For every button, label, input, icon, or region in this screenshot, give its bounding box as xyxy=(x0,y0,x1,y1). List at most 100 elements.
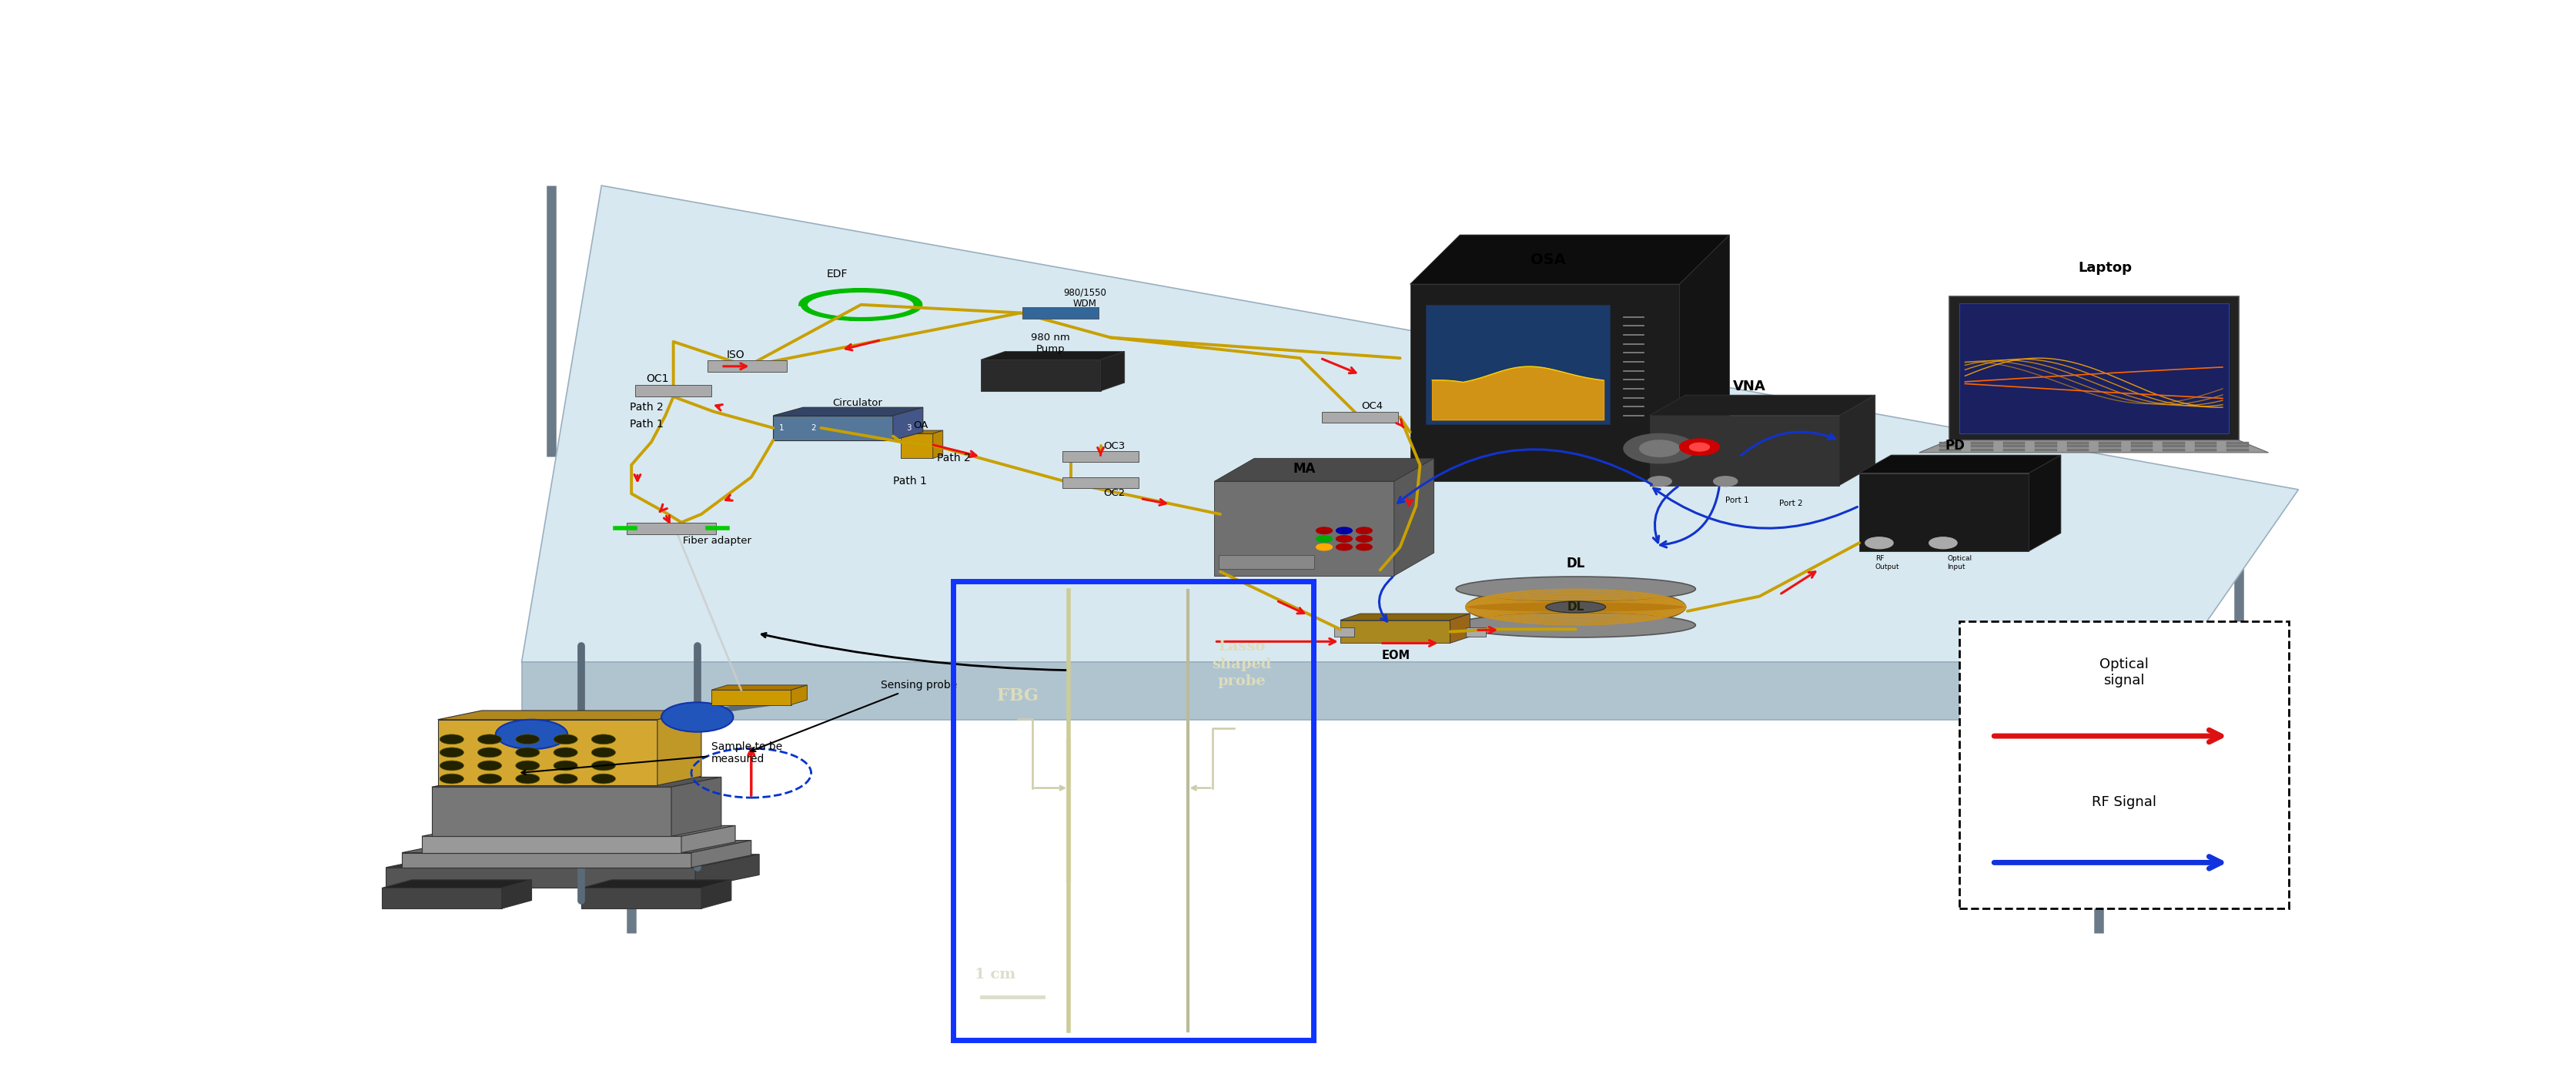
Circle shape xyxy=(1865,537,1893,548)
Polygon shape xyxy=(386,867,696,888)
Circle shape xyxy=(592,761,616,770)
Text: Fiber adapter: Fiber adapter xyxy=(683,536,752,545)
Polygon shape xyxy=(1334,627,1355,636)
Circle shape xyxy=(1649,476,1672,487)
Text: MA: MA xyxy=(1293,462,1316,476)
Polygon shape xyxy=(1860,473,2030,552)
Text: ISO: ISO xyxy=(726,349,744,361)
Circle shape xyxy=(1680,439,1721,456)
Polygon shape xyxy=(2164,445,2184,448)
Polygon shape xyxy=(701,880,732,909)
Circle shape xyxy=(1690,443,1710,451)
Circle shape xyxy=(1355,544,1373,551)
Polygon shape xyxy=(2099,445,2120,448)
Polygon shape xyxy=(1860,455,2061,473)
Text: 3: 3 xyxy=(907,424,912,432)
Polygon shape xyxy=(1971,442,1994,444)
Polygon shape xyxy=(2164,442,2184,444)
Polygon shape xyxy=(2130,442,2154,444)
Polygon shape xyxy=(1450,614,1471,643)
Polygon shape xyxy=(2066,445,2089,448)
Polygon shape xyxy=(2004,445,2025,448)
Circle shape xyxy=(515,774,538,783)
Circle shape xyxy=(592,748,616,758)
Polygon shape xyxy=(582,880,732,888)
Circle shape xyxy=(592,734,616,745)
Polygon shape xyxy=(657,711,701,785)
Polygon shape xyxy=(520,662,2179,719)
Circle shape xyxy=(554,774,577,783)
Text: OA: OA xyxy=(914,420,927,430)
Text: DL: DL xyxy=(1566,557,1584,571)
Circle shape xyxy=(440,734,464,745)
Polygon shape xyxy=(1213,459,1435,481)
Polygon shape xyxy=(1340,620,1450,643)
Text: 1: 1 xyxy=(778,424,783,432)
Text: Laptop: Laptop xyxy=(2079,260,2133,274)
Circle shape xyxy=(515,734,538,745)
Polygon shape xyxy=(438,719,657,785)
Polygon shape xyxy=(1940,448,1960,451)
Polygon shape xyxy=(2004,442,2025,444)
Text: 2: 2 xyxy=(811,424,817,432)
Polygon shape xyxy=(2226,442,2249,444)
Ellipse shape xyxy=(1466,587,1685,626)
Polygon shape xyxy=(773,408,922,415)
Polygon shape xyxy=(1940,442,1960,444)
Polygon shape xyxy=(1680,235,1728,481)
Text: Optical
Input: Optical Input xyxy=(1947,555,1971,570)
Polygon shape xyxy=(2030,455,2061,552)
Text: Path 1: Path 1 xyxy=(894,476,927,487)
Circle shape xyxy=(1929,537,1958,548)
Polygon shape xyxy=(1919,441,2269,452)
Polygon shape xyxy=(422,837,680,853)
Polygon shape xyxy=(696,855,760,888)
Circle shape xyxy=(1316,544,1332,551)
Polygon shape xyxy=(1427,305,1610,424)
Polygon shape xyxy=(672,777,721,837)
Polygon shape xyxy=(1971,448,1994,451)
Polygon shape xyxy=(2226,445,2249,448)
Polygon shape xyxy=(2195,448,2215,451)
Polygon shape xyxy=(582,888,701,909)
Polygon shape xyxy=(502,880,531,909)
Polygon shape xyxy=(2130,448,2154,451)
Circle shape xyxy=(440,748,464,758)
Circle shape xyxy=(477,748,502,758)
Polygon shape xyxy=(433,787,672,837)
Circle shape xyxy=(495,719,567,749)
Text: RF
Output: RF Output xyxy=(1875,555,1899,570)
Text: Sample to be
measured: Sample to be measured xyxy=(520,742,783,775)
Circle shape xyxy=(1623,433,1695,463)
Ellipse shape xyxy=(1546,602,1605,612)
Polygon shape xyxy=(981,360,1100,391)
Text: OC1: OC1 xyxy=(647,373,670,384)
Polygon shape xyxy=(2195,442,2215,444)
Polygon shape xyxy=(1940,445,1960,448)
Polygon shape xyxy=(381,880,531,888)
Polygon shape xyxy=(520,186,2298,662)
Text: Path 1: Path 1 xyxy=(629,418,662,429)
Circle shape xyxy=(477,774,502,783)
Polygon shape xyxy=(2035,445,2056,448)
Text: Path 2: Path 2 xyxy=(938,452,971,464)
Circle shape xyxy=(1713,476,1736,487)
Polygon shape xyxy=(1394,459,1435,576)
Circle shape xyxy=(554,748,577,758)
Circle shape xyxy=(1638,441,1680,457)
Polygon shape xyxy=(381,888,502,909)
Polygon shape xyxy=(711,685,806,690)
Polygon shape xyxy=(1466,627,1486,636)
Polygon shape xyxy=(433,777,721,787)
Polygon shape xyxy=(2130,445,2154,448)
Text: EOM: EOM xyxy=(1381,650,1409,662)
Polygon shape xyxy=(2004,448,2025,451)
Polygon shape xyxy=(933,430,943,459)
Text: Lasso
shaped
probe: Lasso shaped probe xyxy=(1211,640,1273,688)
Polygon shape xyxy=(626,523,716,534)
Text: Sensing probe: Sensing probe xyxy=(750,680,958,751)
Circle shape xyxy=(662,702,734,732)
Text: OSA: OSA xyxy=(1530,252,1566,267)
Polygon shape xyxy=(1213,481,1394,576)
Polygon shape xyxy=(1100,351,1126,391)
